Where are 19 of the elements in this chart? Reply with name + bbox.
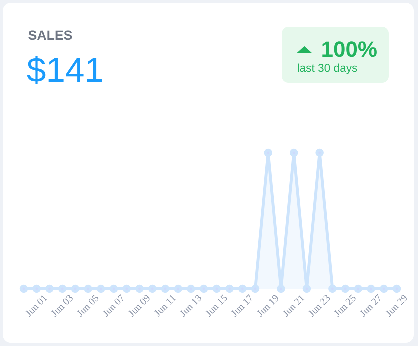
x-tick-label: Jun 29 [386,295,407,318]
x-tick-label: Jun 03 [51,295,73,318]
x-tick-label: Jun 23 [308,295,330,318]
x-tick-label: Jun 11 [154,295,176,317]
text: last 30 days [298,64,358,74]
x-tick-label: Jun 13 [180,295,202,318]
x-tick-label: Jun 09 [128,295,150,318]
x-tick-label: Jun 19 [257,295,278,318]
x-tick-label: Jun 27 [360,294,380,318]
text: 100% [322,42,377,58]
chart-subtitle: $141 [27,56,102,84]
x-tick-label: Jun 01 [26,296,48,318]
x-tick-label: Jun 07 [102,294,124,318]
x-tick-label: Jun 15 [206,294,228,318]
x-tick-label: Jun 17 [231,294,252,318]
x-tick-label: Jun 21 [282,295,305,318]
chart-title: SALES [28,30,72,40]
x-tick-label: Jun 25 [334,294,356,318]
x-tick-label: Jun 05 [77,294,99,318]
